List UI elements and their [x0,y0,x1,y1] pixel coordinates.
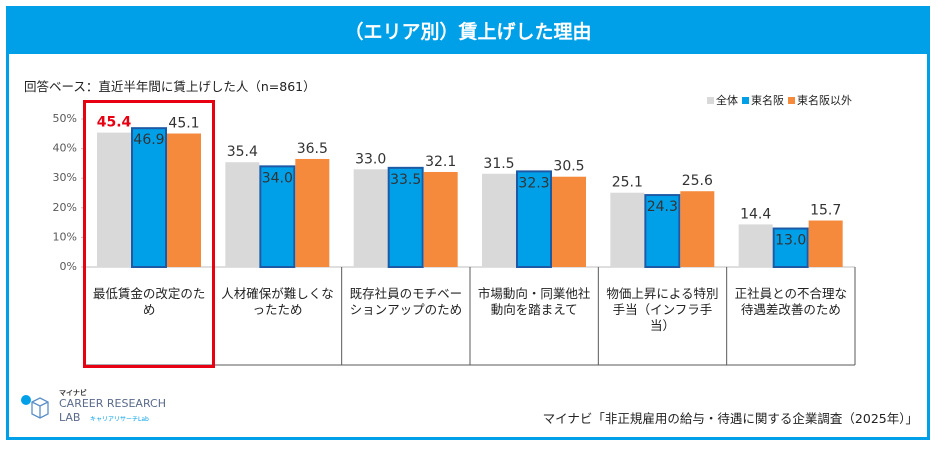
bar [423,171,458,267]
legend-swatch [742,97,749,104]
title: （エリア別）賃上げした理由 [6,6,930,54]
legend-label: 東名阪以外 [797,93,852,107]
bar [772,227,809,269]
logo-main: CAREER RESEARCH [59,397,166,410]
value-label: 32.1 [425,154,456,170]
value-label: 35.4 [227,144,258,160]
value-label: 14.4 [740,206,771,222]
value-label: 15.7 [810,203,841,219]
logo: マイナビ CAREER RESEARCH LAB キャリアリサーチLab [18,382,178,430]
logo-lab: LAB [59,411,81,424]
value-label: 46.9 [133,132,164,148]
value-label: 33.5 [390,172,421,188]
source: マイナビ「非正規雇用の給与・待遇に関する企業調査（2025年）」 [542,411,918,426]
bar [516,170,552,268]
bar [387,166,424,268]
value-label: 30.5 [553,159,584,175]
bar [225,162,260,267]
value-label: 45.4 [97,115,132,131]
bar [131,127,167,268]
y-tick-label: 20% [53,201,77,214]
category-label: 物価上昇による特別手当（インフラ手当） [606,286,719,333]
y-tick-label: 0% [60,260,77,273]
value-label: 24.3 [647,199,678,215]
logo-icon [21,395,49,419]
legend-label: 東名阪 [751,93,784,107]
value-label: 36.5 [297,141,328,157]
y-tick-label: 30% [53,171,77,184]
category-label: 最低賃金の改定のため [92,286,206,317]
bar [738,224,773,267]
value-label: 25.1 [612,175,643,191]
bar [353,169,388,267]
category-label: 正社員との不合理な待遇差改善のため [734,286,848,317]
category-label: 人材確保が難しくなったため [221,286,334,317]
logo-top: マイナビ [59,389,87,397]
bar [295,158,330,267]
y-tick-label: 50% [53,112,77,125]
bar [97,132,131,267]
value-label: 34.0 [262,170,293,186]
bar [610,192,645,267]
bar [482,173,516,267]
value-label: 13.0 [775,233,806,249]
category-label: 既存社員のモチベーションアップのため [349,286,463,317]
bar [644,194,681,269]
bar [808,220,843,267]
subtitle: 回答ベース：直近半年間に賃上げした人（n=861） [24,79,316,94]
value-label: 31.5 [483,156,514,172]
legend-swatch [788,97,795,104]
category-label: 市場動向・同業他社動向を踏まえて [477,286,591,317]
bar [552,176,586,267]
bar [259,165,296,268]
logo-sub: キャリアリサーチLab [90,416,149,423]
legend-label: 全体 [716,93,738,107]
highlight-box [83,100,215,368]
value-label: 25.6 [682,173,713,189]
bar [167,133,201,267]
y-tick-label: 40% [53,142,77,155]
legend-swatch [707,97,714,104]
value-label: 45.1 [168,116,199,132]
y-tick-label: 10% [53,230,77,243]
value-label: 32.3 [518,175,549,191]
bar [680,191,715,267]
value-label: 33.0 [355,151,386,167]
